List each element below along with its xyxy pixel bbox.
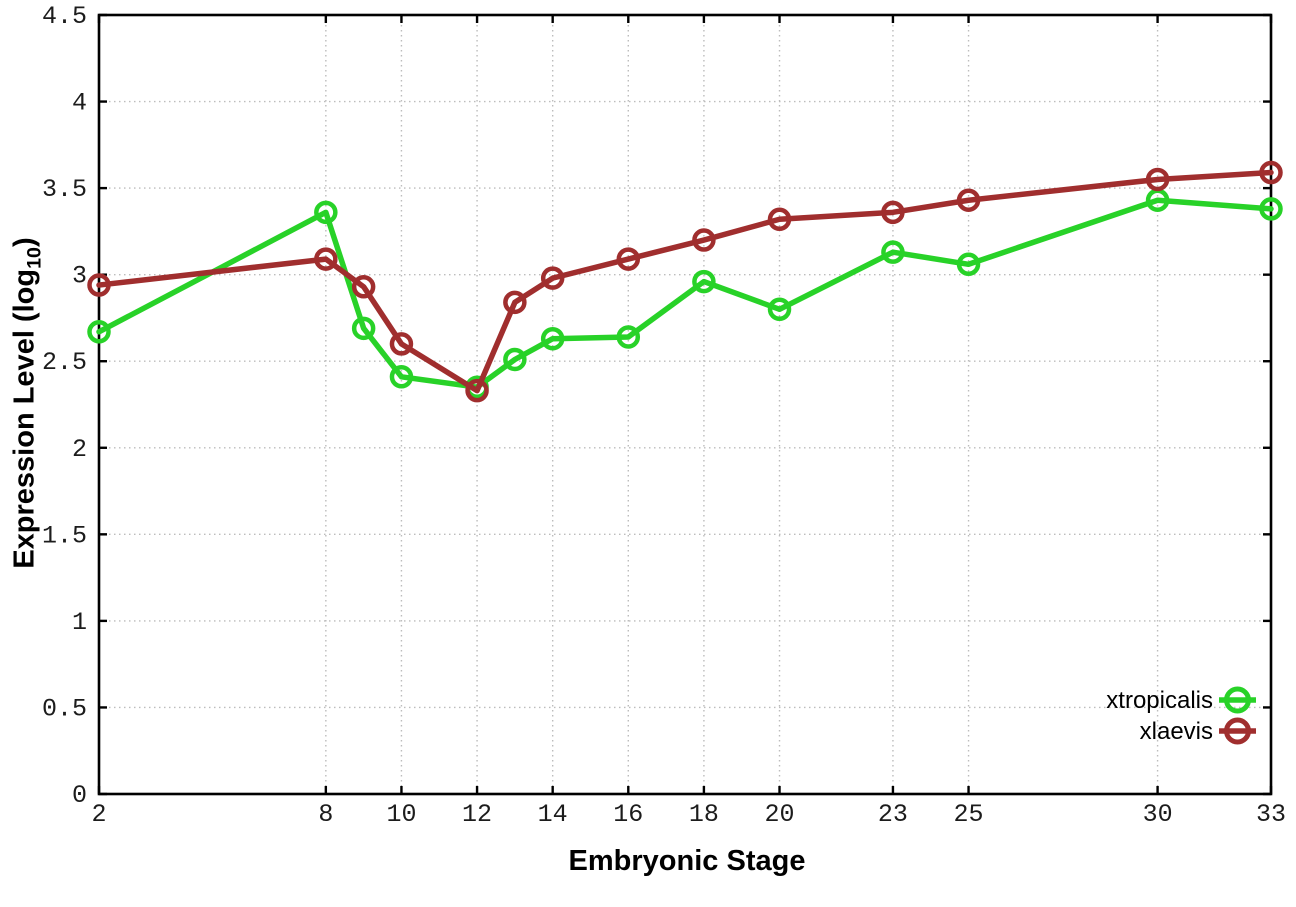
y-tick-label: 4 bbox=[72, 89, 87, 118]
data-point-xlaevis bbox=[540, 266, 565, 290]
y-axis-title-main: Expression Level (log bbox=[8, 268, 41, 569]
y-tick-label: 3 bbox=[72, 262, 87, 291]
y-axis-title-end: ) bbox=[8, 237, 41, 247]
y-tick-label: 1 bbox=[72, 608, 87, 637]
y-tick-label: 2 bbox=[72, 435, 87, 464]
y-tick-label: 4.5 bbox=[42, 2, 87, 31]
data-point-xtropicalis bbox=[389, 365, 414, 389]
x-tick-label: 18 bbox=[689, 800, 719, 829]
data-point-xtropicalis bbox=[881, 240, 905, 264]
data-point-xlaevis bbox=[389, 332, 414, 356]
series-line-xlaevis bbox=[96, 169, 1274, 394]
data-point-xlaevis bbox=[767, 207, 792, 232]
x-tick-label: 30 bbox=[1143, 800, 1173, 829]
legend-label-xtropicalis: xtropicalis bbox=[1106, 687, 1213, 714]
x-tick-label: 33 bbox=[1256, 800, 1286, 829]
data-point-xtropicalis bbox=[351, 316, 376, 341]
y-tick-label: 1.5 bbox=[42, 521, 87, 550]
x-tick-label: 20 bbox=[765, 800, 795, 829]
data-point-xtropicalis bbox=[87, 320, 111, 344]
x-tick-label: 12 bbox=[462, 800, 492, 829]
plot-border bbox=[97, 13, 1273, 796]
y-axis-title-subscript: 10 bbox=[23, 246, 46, 269]
x-tick-label: 14 bbox=[538, 800, 568, 829]
y-tick-label: 3.5 bbox=[42, 175, 87, 204]
data-point-xlaevis bbox=[616, 247, 641, 271]
x-tick-label: 8 bbox=[318, 800, 333, 829]
x-axis-title: Embryonic Stage bbox=[568, 845, 806, 877]
data-point-xlaevis bbox=[465, 378, 489, 403]
data-point-xlaevis bbox=[881, 200, 905, 225]
y-tick-label: 0.5 bbox=[42, 694, 87, 723]
data-point-xlaevis bbox=[314, 247, 338, 271]
data-point-xlaevis bbox=[956, 188, 981, 212]
y-axis-title: Expression Level (log10) bbox=[8, 237, 46, 569]
data-point-xtropicalis bbox=[503, 347, 527, 372]
data-point-xlaevis bbox=[1145, 167, 1170, 192]
data-point-xtropicalis bbox=[314, 200, 338, 225]
legend-marker-icon-xtropicalis bbox=[1224, 686, 1251, 714]
x-tick-label: 2 bbox=[91, 800, 106, 829]
x-tick-label: 16 bbox=[613, 800, 643, 829]
x-tick-label: 10 bbox=[386, 800, 416, 829]
data-point-xtropicalis bbox=[1259, 197, 1283, 221]
data-point-xlaevis bbox=[1259, 160, 1283, 185]
legend-marker-icon-xlaevis bbox=[1224, 717, 1251, 745]
data-point-xtropicalis bbox=[616, 325, 641, 349]
data-point-xtropicalis bbox=[767, 297, 792, 322]
series-line-xtropicalis bbox=[96, 197, 1274, 390]
y-tick-label: 2.5 bbox=[42, 348, 87, 377]
data-point-xtropicalis bbox=[692, 269, 716, 294]
data-point-xlaevis bbox=[87, 273, 111, 297]
x-tick-label: 23 bbox=[878, 800, 908, 829]
legend-label-xlaevis: xlaevis bbox=[1140, 718, 1213, 745]
data-point-xtropicalis bbox=[956, 252, 981, 277]
y-tick-label: 0 bbox=[72, 781, 87, 810]
data-point-xtropicalis bbox=[540, 326, 565, 351]
data-point-xlaevis bbox=[503, 290, 527, 315]
data-point-xlaevis bbox=[351, 275, 376, 299]
x-tick-label: 25 bbox=[954, 800, 984, 829]
data-point-xlaevis bbox=[692, 228, 716, 252]
